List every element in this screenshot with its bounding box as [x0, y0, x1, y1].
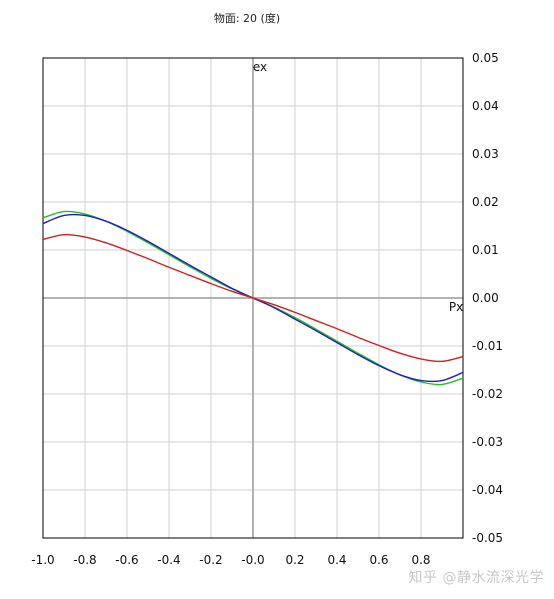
- x-tick-labels: -1.0 -0.8 -0.6 -0.4 -0.2 -0.0 0.2 0.4 0.6 0.8: [31, 553, 430, 567]
- y-tick-label: 0.00: [472, 291, 499, 305]
- series-lines: [42, 210, 464, 386]
- watermark: 知乎 @静水流深光学: [408, 570, 544, 586]
- x-tick-label: -0.0: [241, 553, 264, 567]
- y-tick-label: -0.03: [472, 435, 503, 449]
- y-tick-label: -0.05: [472, 531, 503, 545]
- y-tick-label: 0.05: [472, 51, 499, 65]
- y-tick-label: -0.04: [472, 483, 503, 497]
- y-tick-label: -0.02: [472, 387, 503, 401]
- x-tick-label: -0.4: [157, 553, 180, 567]
- x-tick-label: 0.4: [327, 553, 346, 567]
- y-tick-label: -0.01: [472, 339, 503, 353]
- x-tick-label: -1.0: [31, 553, 54, 567]
- x-tick-label: -0.6: [115, 553, 138, 567]
- y-tick-labels: 0.05 0.04 0.03 0.02 0.01 0.00 -0.01 -0.02 -0.03 -…: [472, 51, 503, 545]
- x-axis-label: Px: [449, 300, 463, 314]
- x-tick-label: 0.2: [285, 553, 304, 567]
- x-tick-label: -0.8: [73, 553, 96, 567]
- x-tick-label: 0.6: [369, 553, 388, 567]
- series-line-red: [42, 233, 464, 363]
- y-tick-label: 0.01: [472, 243, 499, 257]
- y-tick-label: 0.03: [472, 147, 499, 161]
- y-tick-label: 0.02: [472, 195, 499, 209]
- y-axis-label: ex: [253, 60, 267, 74]
- plot-frame: [42, 57, 464, 539]
- chart-title: 物面: 20 (度): [214, 11, 280, 25]
- x-tick-label: 0.8: [411, 553, 430, 567]
- x-tick-label: -0.2: [199, 553, 222, 567]
- y-tick-label: 0.04: [472, 99, 499, 113]
